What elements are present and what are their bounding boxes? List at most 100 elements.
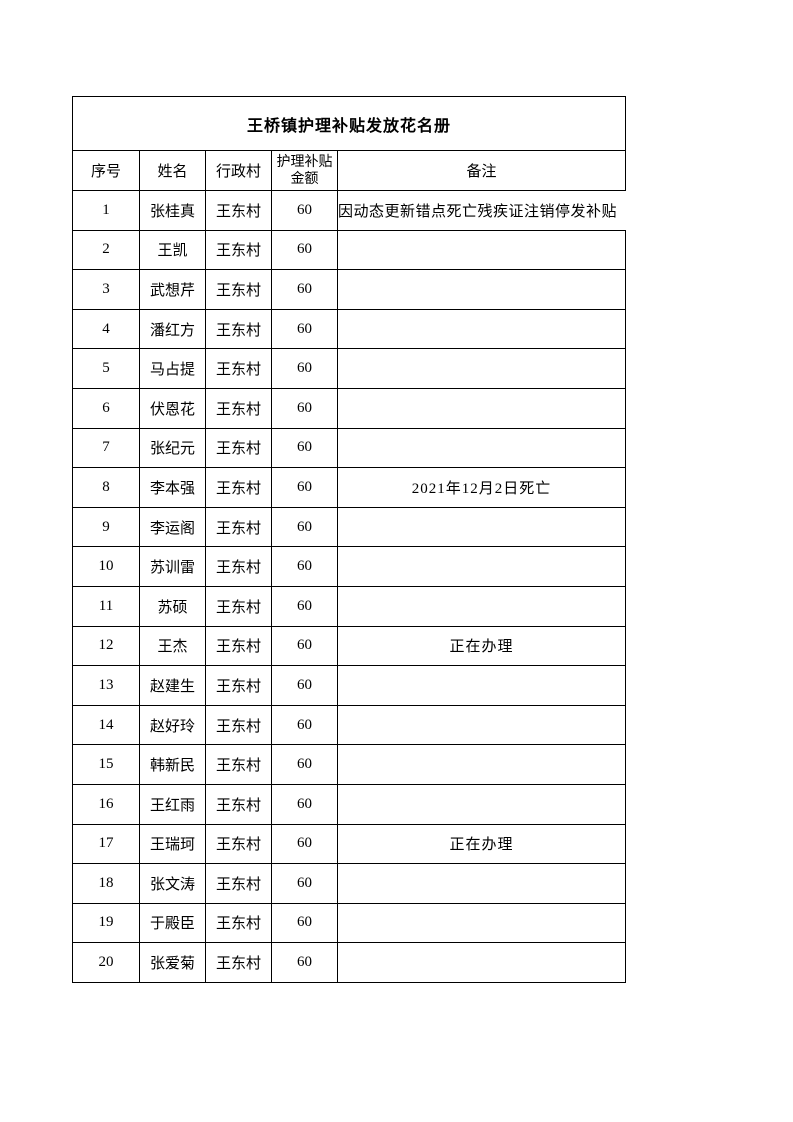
row-number: 15 xyxy=(72,744,140,785)
remark xyxy=(336,546,627,587)
remark xyxy=(336,744,627,785)
subsidy-amount: 60 xyxy=(271,744,338,785)
subsidy-amount: 60 xyxy=(271,348,338,389)
person-name: 张文涛 xyxy=(139,863,206,904)
table-row: 17 王瑞珂 王东村 60 正在办理 xyxy=(72,823,627,865)
remark xyxy=(336,902,627,944)
table-row: 19 于殿臣 王东村 60 xyxy=(72,902,627,944)
person-name: 马占提 xyxy=(139,348,206,389)
person-name: 王红雨 xyxy=(139,783,206,825)
subsidy-roster-table: 王桥镇护理补贴发放花名册 序号 姓名 行政村 护理补贴金额 备注 1 张桂真 王东村… xyxy=(71,96,627,983)
village-name: 王东村 xyxy=(205,308,272,350)
remark xyxy=(336,704,627,746)
row-number: 18 xyxy=(72,863,140,904)
village-name: 王东村 xyxy=(205,229,272,271)
row-number: 1 xyxy=(72,190,140,231)
table-row: 13 赵建生 王东村 60 xyxy=(72,665,627,706)
subsidy-amount: 60 xyxy=(271,308,338,350)
remark: 正在办理 xyxy=(336,625,627,667)
person-name: 王凯 xyxy=(139,229,206,271)
subsidy-amount: 60 xyxy=(271,427,338,469)
table-row: 5 马占提 王东村 60 xyxy=(72,348,627,389)
person-name: 王瑞珂 xyxy=(139,823,206,865)
subsidy-amount: 60 xyxy=(271,942,338,983)
person-name: 苏硕 xyxy=(139,585,206,627)
table-row: 9 李运阁 王东村 60 xyxy=(72,506,627,548)
table-row: 11 苏硕 王东村 60 xyxy=(72,585,627,627)
village-name: 王东村 xyxy=(205,625,272,667)
person-name: 苏训雷 xyxy=(139,546,206,587)
subsidy-amount: 60 xyxy=(271,823,338,865)
remark xyxy=(336,348,627,389)
table-row: 6 伏恩花 王东村 60 xyxy=(72,387,627,429)
subsidy-amount: 60 xyxy=(271,625,338,667)
remark xyxy=(336,942,627,983)
village-name: 王东村 xyxy=(205,269,272,310)
table-row: 8 李本强 王东村 60 2021年12月2日死亡 xyxy=(72,467,627,508)
row-number: 17 xyxy=(72,823,140,865)
remark xyxy=(336,783,627,825)
village-name: 王东村 xyxy=(205,546,272,587)
table-row: 20 张爱菊 王东村 60 xyxy=(72,942,627,983)
header-amount: 护理补贴金额 xyxy=(271,150,338,191)
remark xyxy=(336,308,627,350)
document-title: 王桥镇护理补贴发放花名册 xyxy=(71,96,627,151)
village-name: 王东村 xyxy=(205,863,272,904)
village-name: 王东村 xyxy=(205,704,272,746)
table-row: 2 王凯 王东村 60 xyxy=(72,229,627,271)
row-number: 3 xyxy=(72,269,140,310)
remark xyxy=(336,665,627,706)
subsidy-amount: 60 xyxy=(271,863,338,904)
subsidy-amount: 60 xyxy=(271,467,338,508)
row-number: 11 xyxy=(72,585,140,627)
village-name: 王东村 xyxy=(205,942,272,983)
remark xyxy=(336,863,627,904)
village-name: 王东村 xyxy=(205,744,272,785)
table-row: 16 王红雨 王东村 60 xyxy=(72,783,627,825)
village-name: 王东村 xyxy=(205,585,272,627)
village-name: 王东村 xyxy=(205,387,272,429)
remark: 2021年12月2日死亡 xyxy=(336,467,627,508)
person-name: 伏恩花 xyxy=(139,387,206,429)
table-row: 14 赵好玲 王东村 60 xyxy=(72,704,627,746)
row-number: 5 xyxy=(72,348,140,389)
row-number: 8 xyxy=(72,467,140,508)
subsidy-amount: 60 xyxy=(271,269,338,310)
village-name: 王东村 xyxy=(205,783,272,825)
village-name: 王东村 xyxy=(205,506,272,548)
subsidy-amount: 60 xyxy=(271,506,338,548)
subsidy-amount: 60 xyxy=(271,190,338,231)
village-name: 王东村 xyxy=(205,427,272,469)
person-name: 韩新民 xyxy=(139,744,206,785)
remark xyxy=(336,506,627,548)
subsidy-amount: 60 xyxy=(271,229,338,271)
table-row: 12 王杰 王东村 60 正在办理 xyxy=(72,625,627,667)
table-row: 4 潘红方 王东村 60 xyxy=(72,308,627,350)
remark xyxy=(336,387,627,429)
row-number: 20 xyxy=(72,942,140,983)
village-name: 王东村 xyxy=(205,190,272,231)
header-village: 行政村 xyxy=(205,150,272,191)
person-name: 王杰 xyxy=(139,625,206,667)
village-name: 王东村 xyxy=(205,467,272,508)
village-name: 王东村 xyxy=(205,902,272,944)
row-number: 12 xyxy=(72,625,140,667)
row-number: 14 xyxy=(72,704,140,746)
row-number: 7 xyxy=(72,427,140,469)
row-number: 16 xyxy=(72,783,140,825)
remark xyxy=(336,585,627,627)
remark xyxy=(336,269,627,310)
subsidy-amount: 60 xyxy=(271,665,338,706)
person-name: 张纪元 xyxy=(139,427,206,469)
header-remark: 备注 xyxy=(336,150,627,191)
village-name: 王东村 xyxy=(205,823,272,865)
person-name: 张爱菊 xyxy=(139,942,206,983)
header-name: 姓名 xyxy=(139,150,206,191)
table-row: 3 武想芹 王东村 60 xyxy=(72,269,627,310)
person-name: 武想芹 xyxy=(139,269,206,310)
remark xyxy=(336,229,627,271)
table-row: 1 张桂真 王东村 60 因动态更新错点死亡残疾证注销停发补贴 xyxy=(72,190,626,231)
header-no: 序号 xyxy=(72,150,140,191)
village-name: 王东村 xyxy=(205,348,272,389)
subsidy-amount: 60 xyxy=(271,585,338,627)
